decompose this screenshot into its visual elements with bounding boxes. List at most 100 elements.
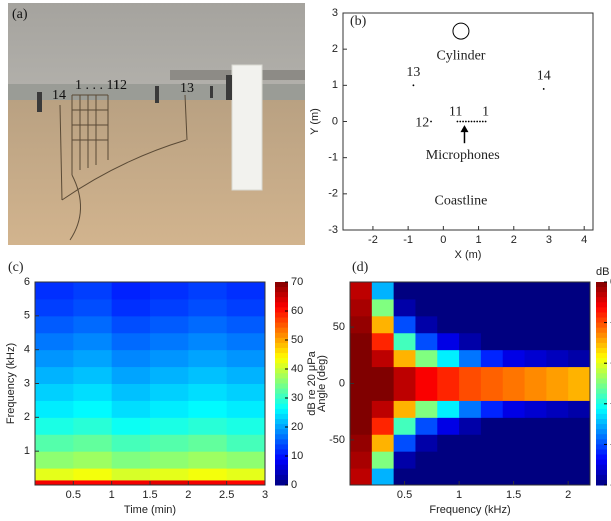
heatmap-cell bbox=[415, 332, 438, 351]
heatmap-cell bbox=[437, 349, 460, 368]
x-tick-label: 1 bbox=[109, 489, 115, 501]
heatmap-cell bbox=[73, 400, 113, 418]
colorbar-step bbox=[596, 459, 607, 466]
colorbar-step bbox=[596, 307, 607, 313]
heatmap-cell bbox=[480, 383, 504, 401]
heatmap-cell bbox=[35, 366, 74, 384]
heatmap-cell bbox=[226, 366, 266, 384]
colorbar-step bbox=[596, 312, 607, 319]
heatmap-cell bbox=[459, 366, 482, 384]
heatmap-cell bbox=[568, 417, 591, 435]
heatmap-cell bbox=[188, 400, 228, 418]
y-tick-label: -1 bbox=[328, 152, 338, 164]
heatmap-cell bbox=[524, 451, 547, 469]
heatmap-cell bbox=[502, 282, 526, 300]
x-tick-label: 2 bbox=[511, 234, 517, 246]
heatmap-cell bbox=[150, 479, 189, 486]
colorbar-step bbox=[275, 383, 288, 390]
x-axis-label: Frequency (kHz) bbox=[429, 504, 510, 516]
heatmap-cell bbox=[226, 383, 266, 401]
heatmap-cell bbox=[35, 468, 74, 481]
heatmap-cell bbox=[111, 434, 151, 452]
heatmap-cell bbox=[35, 434, 74, 452]
x-tick-label: 2.5 bbox=[219, 489, 234, 501]
y-tick-label: 1 bbox=[24, 445, 30, 457]
heatmap-cell bbox=[350, 332, 373, 351]
colorbar-step bbox=[275, 454, 288, 461]
heatmap-cell bbox=[371, 468, 395, 486]
microphone-point bbox=[412, 84, 415, 87]
heatmap-cell bbox=[350, 468, 373, 486]
colorbar-step bbox=[275, 398, 288, 405]
colorbar-step bbox=[275, 403, 288, 410]
colorbar-step bbox=[596, 332, 607, 339]
heatmap-cell bbox=[459, 417, 482, 435]
y-tick-label: 2 bbox=[24, 411, 30, 423]
heatmap-cell bbox=[524, 332, 547, 351]
heatmap-cell bbox=[188, 282, 228, 300]
heatmap-cell bbox=[111, 366, 151, 384]
heatmap-cell bbox=[150, 434, 189, 452]
heatmap-cell bbox=[371, 315, 395, 334]
heatmap-cell bbox=[437, 332, 460, 351]
heatmap-cell bbox=[480, 451, 504, 469]
heatmap-cell bbox=[415, 282, 438, 300]
heatmap-cell bbox=[524, 400, 547, 418]
colorbar-step bbox=[596, 439, 607, 445]
heatmap-cell bbox=[459, 298, 482, 317]
heatmap-cell bbox=[502, 349, 526, 368]
heatmap-cell bbox=[459, 400, 482, 418]
heatmap-cell bbox=[502, 383, 526, 401]
y-tick-label: 0 bbox=[332, 115, 338, 127]
panel-label: (b) bbox=[350, 14, 367, 29]
colorbar-step bbox=[596, 398, 607, 405]
microphone-point bbox=[459, 120, 462, 123]
x-tick-label: -1 bbox=[403, 234, 413, 246]
heatmap-cell bbox=[393, 366, 416, 384]
colorbar-step bbox=[275, 287, 288, 293]
colorbar-step bbox=[596, 342, 607, 349]
heatmap-cell bbox=[35, 451, 74, 469]
heatmap-cell bbox=[350, 282, 373, 300]
heatmap-cell bbox=[480, 315, 504, 334]
colorbar-tick-label: 40 bbox=[291, 363, 303, 375]
heatmap-cell bbox=[502, 366, 526, 384]
heatmap-cell bbox=[415, 349, 438, 368]
heatmap-cell bbox=[568, 298, 591, 317]
heatmap-cell bbox=[502, 468, 526, 486]
heatmap-cell bbox=[350, 383, 373, 401]
heatmap-cell bbox=[502, 417, 526, 435]
heatmap-cell bbox=[111, 332, 151, 351]
heatmap-cell bbox=[546, 383, 569, 401]
colorbar-step bbox=[275, 342, 288, 349]
heatmap-cell bbox=[350, 400, 373, 418]
heatmap-cell bbox=[393, 332, 416, 351]
colorbar-step bbox=[596, 449, 607, 456]
colorbar-step bbox=[596, 444, 607, 450]
annotation: Cylinder bbox=[436, 49, 485, 64]
photo-label: 12 bbox=[113, 78, 127, 93]
heatmap-cell bbox=[546, 417, 569, 435]
heatmap-cell bbox=[437, 282, 460, 300]
colorbar-step bbox=[275, 317, 288, 324]
colorbar-step bbox=[275, 312, 288, 319]
colorbar-step bbox=[275, 363, 288, 369]
arrow-head bbox=[460, 125, 469, 133]
heatmap-cell bbox=[415, 400, 438, 418]
colorbar-step bbox=[275, 337, 288, 344]
heatmap-cell bbox=[568, 451, 591, 469]
heatmap-cell bbox=[226, 434, 266, 452]
photo: (a) 14 1 . . . 11 12 13 bbox=[8, 3, 305, 245]
colorbar-step bbox=[596, 302, 607, 308]
panel-label: (a) bbox=[12, 7, 28, 22]
annotation: 12 bbox=[415, 116, 429, 131]
colorbar-step bbox=[275, 479, 288, 486]
heatmap-cell bbox=[35, 383, 74, 401]
heatmap-cell bbox=[480, 332, 504, 351]
heatmap-cell bbox=[371, 332, 395, 351]
heatmap-cell bbox=[371, 451, 395, 469]
y-axis-label: Y (m) bbox=[309, 108, 321, 135]
heatmap-cell bbox=[437, 315, 460, 334]
colorbar-step bbox=[596, 464, 607, 471]
heatmap-cell bbox=[73, 332, 113, 351]
